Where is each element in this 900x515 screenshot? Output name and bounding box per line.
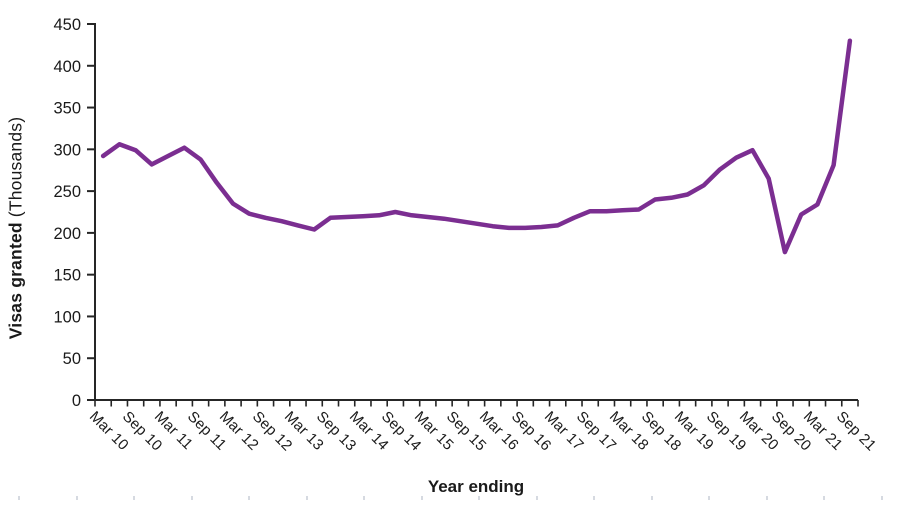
artifact-mark	[478, 496, 480, 500]
artifact-mark	[765, 496, 768, 500]
y-tick-label: 250	[53, 183, 81, 201]
artifact-mark	[133, 496, 135, 500]
y-tick-label: 300	[53, 141, 81, 159]
y-tick-label: 0	[72, 392, 81, 410]
y-tick-label: 200	[53, 225, 81, 243]
artifact-mark	[305, 496, 308, 500]
y-tick-label: 450	[53, 16, 81, 34]
artifact-mark	[190, 496, 193, 500]
x-axis-title: Year ending	[427, 477, 525, 496]
artifact-mark	[363, 496, 365, 500]
artifact-mark	[823, 496, 825, 500]
y-tick-label: 50	[63, 350, 81, 368]
artifact-mark	[708, 496, 710, 500]
y-tick-label: 100	[53, 308, 81, 326]
y-tick-label: 150	[53, 267, 81, 285]
artifact-mark	[248, 496, 250, 500]
artifact-mark	[650, 496, 653, 500]
visas-granted-line	[100, 38, 853, 255]
artifact-mark	[75, 496, 78, 500]
artifact-mark	[535, 496, 538, 500]
artifact-mark	[420, 496, 423, 500]
y-tick-label: 400	[53, 58, 81, 76]
y-tick-label: 350	[53, 100, 81, 118]
artifact-mark	[593, 496, 595, 500]
artifact-mark	[880, 496, 883, 500]
artifact-mark	[18, 496, 20, 500]
